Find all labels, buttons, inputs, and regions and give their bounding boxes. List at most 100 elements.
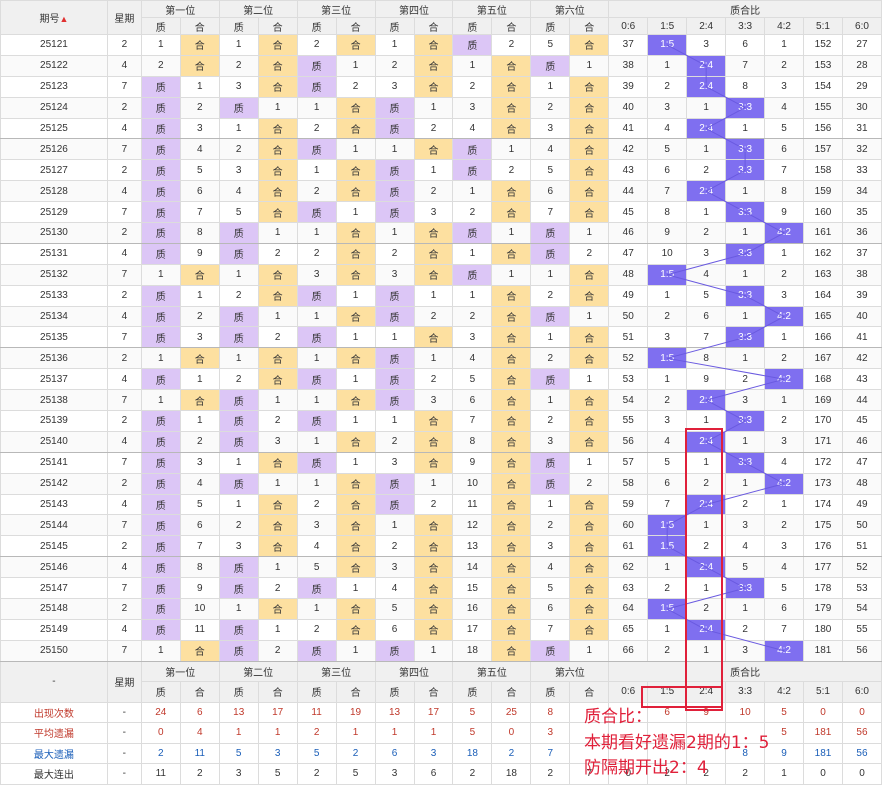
omission-cell: 1 <box>569 451 610 474</box>
table-row: 25145 2 质 7 3 合 4 合 2 合 13 合 3 合 61 1:5 2 4 3 176 51 <box>0 535 882 558</box>
table-row: 25149 4 质 11 质 1 2 合 6 合 17 合 7 合 65 1 2:4 2 7 180 55 <box>0 618 882 641</box>
omission-cell: 2 <box>413 305 454 328</box>
omission-cell: 2 <box>257 639 298 662</box>
period-footer-dash: - <box>0 660 108 703</box>
omission-cell: 1 <box>569 305 610 328</box>
composite-cell: 合 <box>569 96 610 119</box>
composite-cell: 合 <box>257 347 298 370</box>
ratio-omission-cell: 54 <box>608 389 649 412</box>
omission-cell: 5 <box>296 556 337 579</box>
prime-cell: 质 <box>218 639 259 662</box>
ratio-omission-cell: 31 <box>841 117 882 140</box>
sort-desc-arrow-icon[interactable]: ▲ <box>59 14 69 24</box>
period-cell: 25127 <box>0 159 108 182</box>
ratio-omission-cell: 39 <box>608 75 649 98</box>
period-cell: 25134 <box>0 305 108 328</box>
composite-cell: 合 <box>491 201 532 224</box>
period-header[interactable]: 期号▲ <box>0 0 108 35</box>
omission-cell: 13 <box>452 535 493 558</box>
table-row: 25127 2 质 5 3 合 1 合质 1 质 2 5 合 43 6 2 3:3 7 158 33 <box>0 159 882 182</box>
ratio-omission-cell: 5 <box>725 556 766 579</box>
stats-weekday: - <box>106 701 142 724</box>
omission-cell: 1 <box>569 54 610 77</box>
composite-cell: 合 <box>569 75 610 98</box>
omission-cell: 7 <box>179 535 220 558</box>
omission-cell: 1 <box>296 472 337 495</box>
ratio-omission-cell: 4 <box>764 451 805 474</box>
composite-cell: 合 <box>257 138 298 161</box>
ratio-omission-cell: 176 <box>803 535 843 558</box>
stats-row: 最大遗漏 -2 11 5 3 5 2 6 3 18 2 7 8 9 181 56 <box>0 742 882 765</box>
ratio-omission-cell: 63 <box>608 577 649 600</box>
period-cell: 25140 <box>0 430 108 453</box>
composite-cell: 合 <box>335 472 376 495</box>
omission-cell: 1 <box>218 598 259 620</box>
ratio-omission-cell: 37 <box>841 242 882 265</box>
ratio-omission-cell: 53 <box>608 368 649 391</box>
composite-cell: 合 <box>335 305 376 328</box>
composite-cell: 合 <box>569 159 610 182</box>
prime-cell: 质 <box>140 618 181 641</box>
ratio-omission-cell: 40 <box>608 96 649 119</box>
composite-cell: 合 <box>491 598 532 620</box>
stats-value: 11 <box>179 742 220 765</box>
stats-value: 13 <box>218 701 259 724</box>
annotation-line-2: 本期看好遗漏2期的1：5 <box>584 733 770 753</box>
composite-cell: 合 <box>569 180 610 203</box>
ratio-subheader: 1:5 <box>647 17 688 35</box>
prime-cell: 质 <box>452 159 493 182</box>
omission-cell: 5 <box>179 159 220 182</box>
ratio-omission-cell: 2 <box>686 598 727 620</box>
omission-cell: 2 <box>257 410 298 432</box>
ratio-omission-cell: 154 <box>803 75 843 98</box>
ratio-omission-cell: 57 <box>608 451 649 474</box>
prime-cell: 质 <box>296 639 337 662</box>
composite-cell: 合 <box>491 618 532 641</box>
ratio-omission-cell: 1 <box>686 451 727 474</box>
composite-cell: 合 <box>491 556 532 579</box>
stats-ratio-value: 56 <box>841 742 882 765</box>
period-cell: 25150 <box>0 639 108 662</box>
prime-subheader: 质 <box>374 17 415 35</box>
composite-subheader: 合 <box>179 17 220 35</box>
composite-cell: 合 <box>491 284 532 307</box>
ratio-subheader: 5:1 <box>803 681 843 703</box>
table-row: 25131 4 质 9 质 2 2 合 2 合 1 合质 2 47 10 3 3:3 1 162 37 <box>0 242 882 265</box>
position-header: 第六位 <box>530 660 610 683</box>
omission-cell: 1 <box>335 577 376 600</box>
ratio-omission-cell: 1 <box>725 472 766 495</box>
omission-cell: 7 <box>452 410 493 432</box>
omission-cell: 2 <box>296 493 337 516</box>
ratio-omission-cell: 158 <box>803 159 843 182</box>
ratio-omission-cell: 60 <box>608 514 649 537</box>
table-row: 25140 4 质 2 质 3 1 合 2 合 8 合 3 合 56 4 2:4 1 3 171 46 <box>0 430 882 453</box>
ratio-omission-cell: 2 <box>725 368 766 391</box>
stats-value: 1 <box>257 722 298 744</box>
ratio-omission-cell: 1 <box>725 263 766 286</box>
prime-cell: 质 <box>452 34 493 56</box>
ratio-omission-cell: 45 <box>841 410 882 432</box>
stats-value: 2 <box>452 763 493 785</box>
ratio-hit-cell: 2:4 <box>686 117 727 140</box>
composite-cell: 合 <box>257 54 298 77</box>
stats-ratio-value: 181 <box>803 722 843 744</box>
omission-cell: 4 <box>179 138 220 161</box>
ratio-omission-cell: 2 <box>764 54 805 77</box>
weekday-cell: 7 <box>106 389 142 412</box>
annotation-line-3: 防隔期开出2：4 <box>584 758 708 778</box>
omission-cell: 1 <box>257 389 298 412</box>
ratio-subheader: 3:3 <box>725 17 766 35</box>
stats-value: 19 <box>335 701 376 724</box>
composite-cell: 合 <box>257 180 298 203</box>
table-row: 25148 2 质 10 1 合 1 合 5 合 16 合 6 合 64 1:5 2 1 6 179 54 <box>0 598 882 620</box>
weekday-cell: 7 <box>106 75 142 98</box>
ratio-omission-cell: 1 <box>764 34 805 56</box>
stats-value: 1 <box>218 722 259 744</box>
ratio-omission-cell: 177 <box>803 556 843 579</box>
composite-cell: 合 <box>569 493 610 516</box>
ratio-omission-cell: 8 <box>725 75 766 98</box>
ratio-omission-cell: 50 <box>608 305 649 328</box>
ratio-omission-cell: 42 <box>841 347 882 370</box>
ratio-omission-cell: 43 <box>841 368 882 391</box>
composite-cell: 合 <box>491 242 532 265</box>
